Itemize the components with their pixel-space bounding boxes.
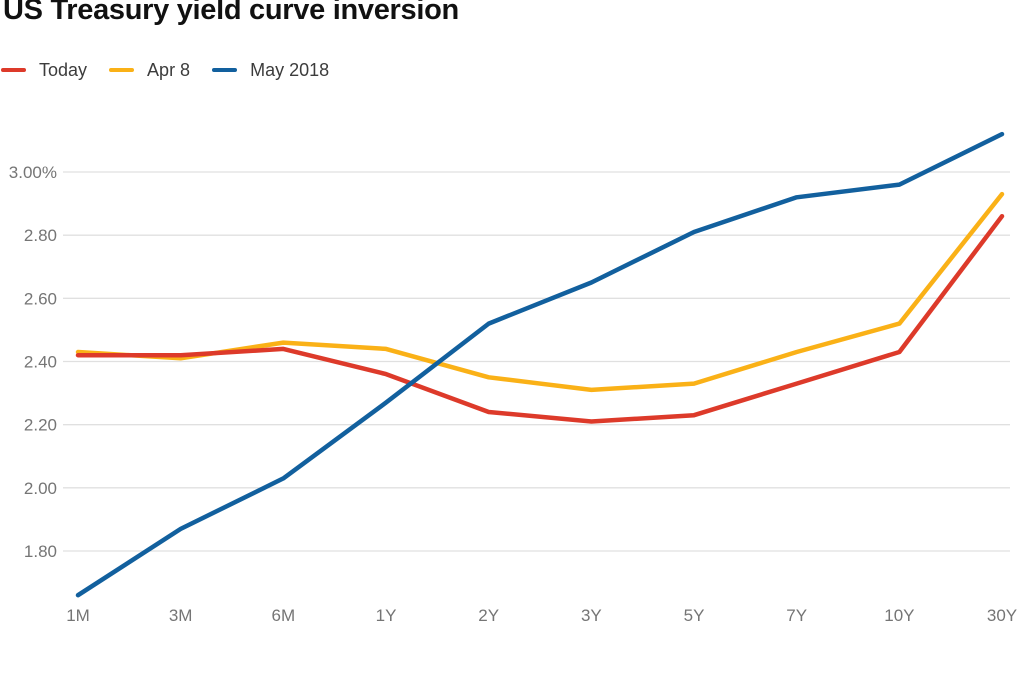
x-tick-label: 5Y bbox=[684, 606, 705, 625]
legend-label-apr8: Apr 8 bbox=[147, 60, 191, 80]
series-line-today bbox=[75, 213, 1005, 424]
legend-swatch-may2018 bbox=[212, 68, 238, 72]
y-tick-label: 2.40 bbox=[24, 353, 57, 372]
series-line-apr-8 bbox=[75, 191, 1005, 393]
x-tick-label: 6M bbox=[272, 606, 296, 625]
y-tick-label: 2.80 bbox=[24, 226, 57, 245]
x-tick-label: 10Y bbox=[884, 606, 914, 625]
chart-legend: Today Apr 8 May 2018 bbox=[1, 59, 351, 81]
legend-label-may2018: May 2018 bbox=[250, 60, 330, 80]
legend-item-may2018[interactable]: May 2018 bbox=[212, 59, 329, 81]
x-tick-label: 30Y bbox=[987, 606, 1017, 625]
x-tick-label: 2Y bbox=[478, 606, 499, 625]
chart-title: US Treasury yield curve inversion bbox=[3, 0, 459, 26]
legend-swatch-today bbox=[1, 68, 26, 72]
y-axis-tick-labels: 1.80 2.00 2.20 2.40 2.60 2.80 3.00% bbox=[9, 163, 57, 561]
y-tick-label: 2.00 bbox=[24, 479, 57, 498]
x-tick-label: 7Y bbox=[786, 606, 807, 625]
legend-label-today: Today bbox=[39, 60, 88, 80]
y-tick-label: 1.80 bbox=[24, 542, 57, 561]
x-axis-tick-labels: 1M 3M 6M 1Y 2Y 3Y 5Y 7Y 10Y 30Y bbox=[66, 606, 1017, 625]
y-tick-label: 2.20 bbox=[24, 416, 57, 435]
gridlines-layer bbox=[63, 171, 1010, 552]
series-line-may-2018 bbox=[75, 131, 1005, 598]
y-tick-label: 2.60 bbox=[24, 289, 57, 308]
legend-item-today[interactable]: Today bbox=[1, 59, 87, 81]
series-lines-layer bbox=[75, 131, 1005, 598]
x-tick-label: 1M bbox=[66, 606, 90, 625]
legend-swatch-apr8 bbox=[109, 68, 135, 72]
x-tick-label: 1Y bbox=[376, 606, 397, 625]
x-tick-label: 3Y bbox=[581, 606, 602, 625]
x-tick-label: 3M bbox=[169, 606, 193, 625]
legend-item-apr8[interactable]: Apr 8 bbox=[109, 59, 190, 81]
y-tick-label: 3.00% bbox=[9, 163, 57, 182]
